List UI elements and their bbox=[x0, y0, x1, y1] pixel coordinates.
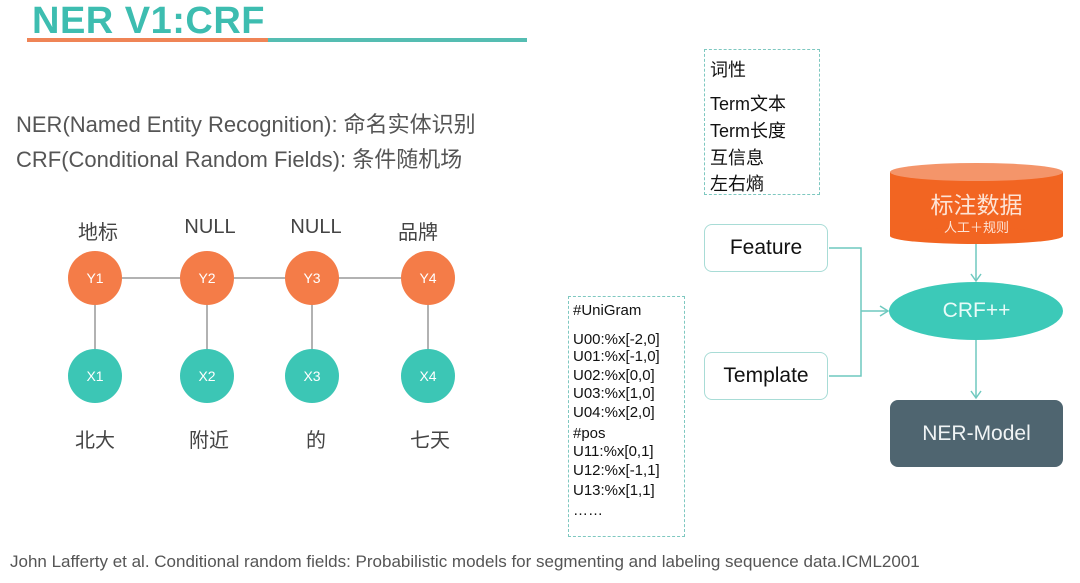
features-list-box bbox=[704, 49, 820, 195]
arrow-head bbox=[970, 273, 982, 283]
template-item: U11:%x[0,1] bbox=[573, 443, 654, 460]
feature-item: 互信息 bbox=[710, 148, 764, 168]
arrow-head bbox=[970, 390, 982, 400]
model-label: NER-Model bbox=[922, 422, 1031, 445]
crf-ellipse bbox=[889, 282, 1063, 340]
crf-definition: CRF(Conditional Random Fields): 条件随机场 bbox=[16, 147, 463, 172]
template-item: U02:%x[0,0] bbox=[573, 367, 655, 384]
feature-box: Feature bbox=[704, 224, 828, 272]
template-list-box bbox=[568, 296, 685, 537]
y-node: Y1 bbox=[68, 251, 122, 305]
chain-label: NULL bbox=[184, 216, 236, 238]
x-node: X2 bbox=[180, 349, 234, 403]
citation: John Lafferty et al. Conditional random … bbox=[10, 552, 920, 571]
template-item: #pos bbox=[573, 425, 606, 442]
data-subtitle: 人工＋规则 bbox=[943, 220, 1009, 235]
template-item: U13:%x[1,1] bbox=[573, 482, 655, 499]
template-item: U04:%x[2,0] bbox=[573, 404, 655, 421]
y-node: Y2 bbox=[180, 251, 234, 305]
feature-item: 左右熵 bbox=[710, 174, 764, 194]
crf-label: CRF++ bbox=[942, 299, 1011, 322]
feature-item: 词性 bbox=[710, 60, 746, 80]
chain-word: 七天 bbox=[410, 430, 450, 452]
model-box bbox=[890, 400, 1063, 467]
title-underline-orange bbox=[27, 38, 268, 42]
chain-label: 品牌 bbox=[398, 222, 438, 244]
chain-word: 附近 bbox=[189, 430, 229, 452]
y-node: Y3 bbox=[285, 251, 339, 305]
x-node: X3 bbox=[285, 349, 339, 403]
slide-title: NER V1:CRF bbox=[32, 0, 266, 42]
x-node: X4 bbox=[401, 349, 455, 403]
chain-label: 地标 bbox=[78, 222, 118, 244]
template-box: Template bbox=[704, 352, 828, 400]
x-node: X1 bbox=[68, 349, 122, 403]
data-cylinder-icon bbox=[890, 163, 1063, 244]
template-item: U01:%x[-1,0] bbox=[573, 348, 660, 365]
arrow-head bbox=[879, 305, 890, 317]
y-node: Y4 bbox=[401, 251, 455, 305]
feature-item: Term文本 bbox=[710, 94, 786, 114]
title-underline-teal bbox=[268, 38, 527, 42]
feature-item: Term长度 bbox=[710, 121, 786, 141]
chain-word: 北大 bbox=[75, 430, 115, 452]
template-item: U00:%x[-2,0] bbox=[573, 331, 660, 348]
chain-label: NULL bbox=[290, 216, 342, 238]
chain-word: 的 bbox=[306, 430, 326, 452]
template-item: …… bbox=[573, 502, 603, 519]
feature-template-connector bbox=[829, 247, 862, 377]
template-item: #UniGram bbox=[573, 302, 642, 319]
data-title: 标注数据 bbox=[930, 192, 1023, 218]
ner-definition: NER(Named Entity Recognition): 命名实体识别 bbox=[16, 112, 476, 137]
template-item: U12:%x[-1,1] bbox=[573, 462, 660, 479]
template-item: U03:%x[1,0] bbox=[573, 385, 655, 402]
